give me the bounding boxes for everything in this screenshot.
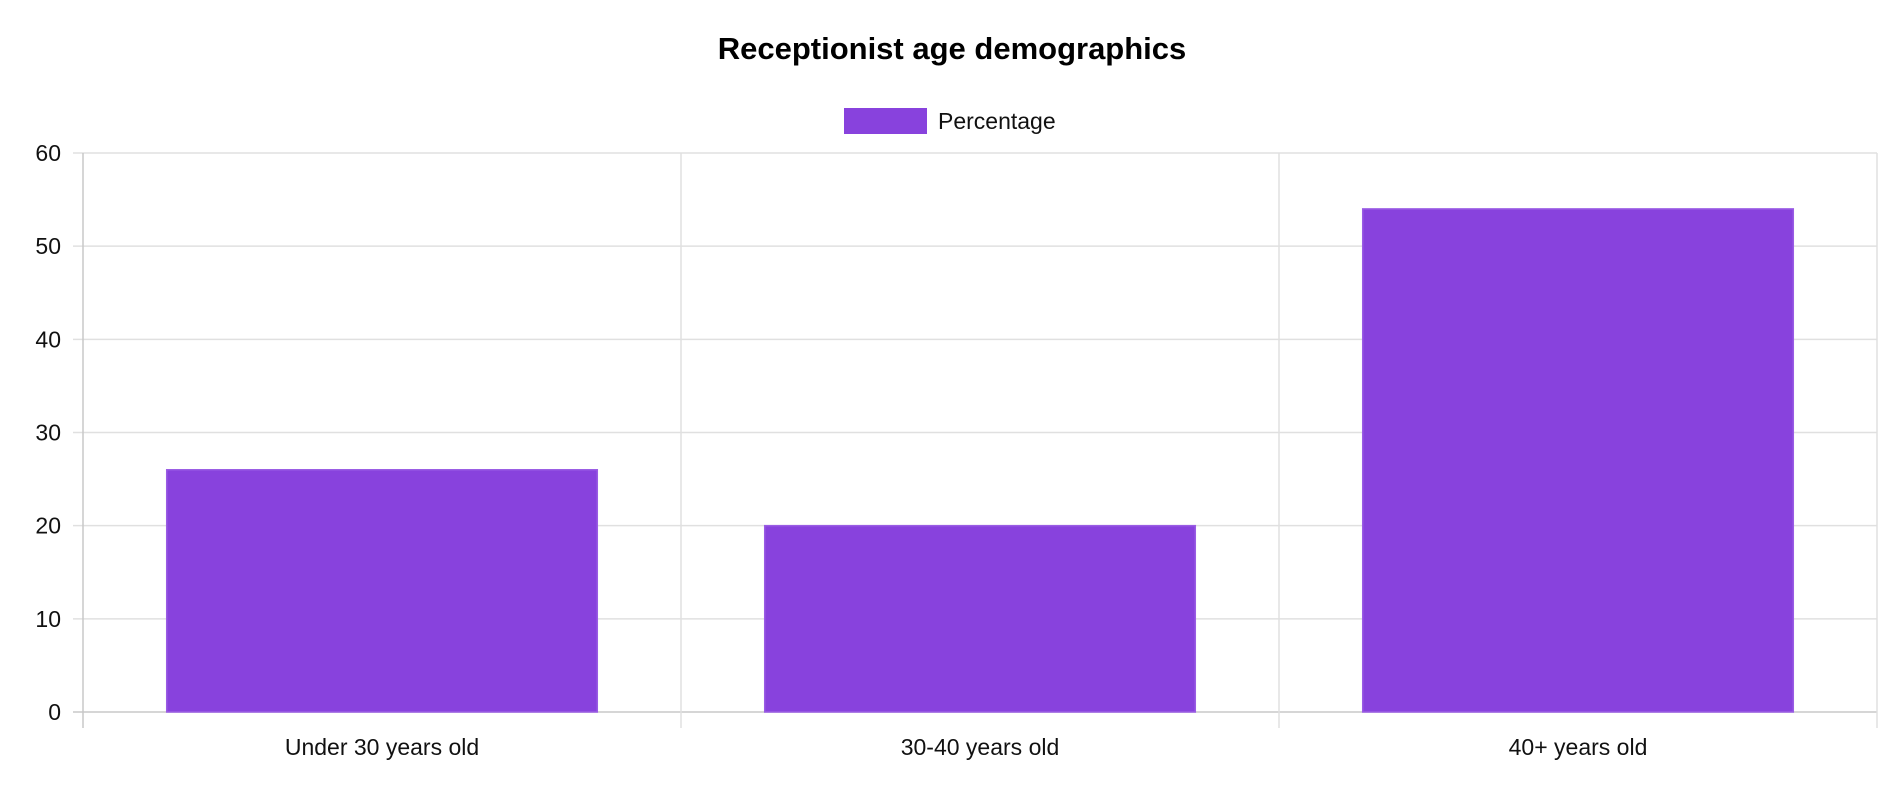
bar[interactable] bbox=[763, 524, 1197, 713]
legend[interactable]: Percentage bbox=[844, 108, 1056, 134]
x-axis-labels: Under 30 years old 30-40 years old 40+ yea… bbox=[285, 734, 1648, 760]
legend-label[interactable]: Percentage bbox=[938, 108, 1056, 134]
y-tick-label: 20 bbox=[35, 513, 61, 539]
y-tick-label: 0 bbox=[48, 699, 61, 725]
bars bbox=[165, 208, 1795, 713]
y-tick-label: 60 bbox=[35, 140, 61, 166]
chart-title: Receptionist age demographics bbox=[718, 31, 1187, 66]
bar[interactable] bbox=[1361, 208, 1795, 713]
x-tick-label: 40+ years old bbox=[1509, 734, 1648, 760]
y-tick-label: 10 bbox=[35, 606, 61, 632]
legend-swatch bbox=[844, 108, 927, 134]
y-tick-label: 40 bbox=[35, 326, 61, 352]
y-tick-label: 50 bbox=[35, 233, 61, 259]
x-tick-label: Under 30 years old bbox=[285, 734, 479, 760]
x-tick-label: 30-40 years old bbox=[901, 734, 1060, 760]
y-axis-ticks: 0 10 20 30 40 50 60 bbox=[35, 140, 61, 725]
bar[interactable] bbox=[165, 469, 599, 713]
y-tick-label: 30 bbox=[35, 420, 61, 446]
